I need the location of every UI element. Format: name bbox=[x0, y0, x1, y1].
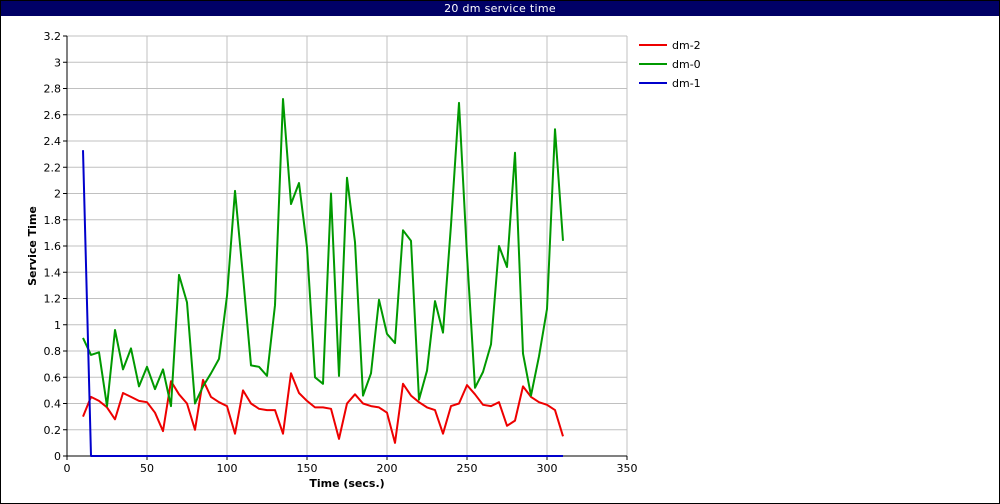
axes: 0 0.2 0.4 0.6 0.8 1 1.2 1.4 1.6 1.8 2 2.2 2.4 2.6 2.8 3… bbox=[26, 30, 638, 490]
y-tick-label: 2 bbox=[54, 188, 61, 201]
x-tick-label: 150 bbox=[297, 462, 318, 475]
y-axis-title: Service Time bbox=[26, 206, 39, 286]
legend: dm-2 dm-0 dm-1 bbox=[639, 39, 701, 90]
x-tick-label: 50 bbox=[140, 462, 154, 475]
y-tick-label: 1 bbox=[54, 319, 61, 332]
series-layer bbox=[82, 98, 564, 457]
series-line-dm-1 bbox=[82, 150, 563, 457]
y-tick-label: 0.4 bbox=[44, 398, 62, 411]
y-tick-label: 1.8 bbox=[44, 214, 62, 227]
series-line-dm-0 bbox=[82, 98, 564, 408]
y-tick-label: 3.2 bbox=[44, 30, 62, 43]
series-line-dm-2 bbox=[82, 372, 564, 444]
y-tick-label: 1.2 bbox=[44, 293, 62, 306]
x-tick-label: 300 bbox=[537, 462, 558, 475]
y-tick-label: 2.6 bbox=[44, 109, 62, 122]
x-tick-label: 200 bbox=[377, 462, 398, 475]
x-axis-title: Time (secs.) bbox=[309, 477, 384, 490]
x-tick-label: 100 bbox=[217, 462, 238, 475]
y-tick-label: 3 bbox=[54, 56, 61, 69]
y-tick-label: 1.4 bbox=[44, 266, 62, 279]
grid bbox=[66, 35, 628, 457]
legend-label-dm-0: dm-0 bbox=[672, 58, 701, 71]
x-tick-label: 0 bbox=[64, 462, 71, 475]
chart-title: 20 dm service time bbox=[1, 1, 999, 16]
legend-label-dm-2: dm-2 bbox=[672, 39, 701, 52]
legend-label-dm-1: dm-1 bbox=[672, 77, 701, 90]
y-tick-label: 2.2 bbox=[44, 161, 62, 174]
y-tick-label: 0.6 bbox=[44, 371, 62, 384]
y-tick-label: 2.4 bbox=[44, 135, 62, 148]
y-tick-label: 1.6 bbox=[44, 240, 62, 253]
y-tick-label: 2.8 bbox=[44, 83, 62, 96]
y-tick-label: 0 bbox=[54, 450, 61, 463]
chart-svg: 0 0.2 0.4 0.6 0.8 1 1.2 1.4 1.6 1.8 2 2.2 2.4 2.6 2.8 3… bbox=[26, 30, 701, 490]
y-tick-label: 0.2 bbox=[44, 424, 62, 437]
y-tick-label: 0.8 bbox=[44, 345, 62, 358]
x-tick-label: 350 bbox=[617, 462, 638, 475]
x-tick-label: 250 bbox=[457, 462, 478, 475]
